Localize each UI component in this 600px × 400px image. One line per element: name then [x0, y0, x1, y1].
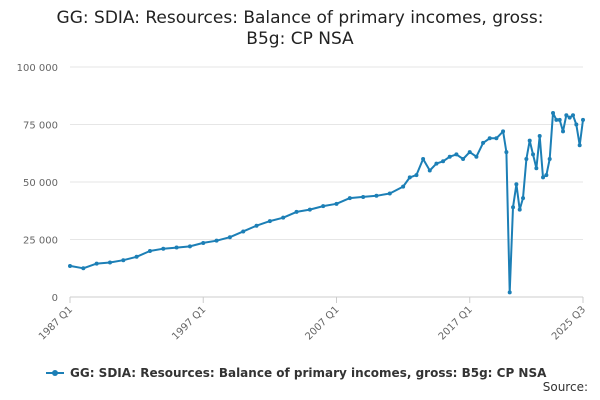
data-point[interactable] — [551, 111, 556, 115]
data-point[interactable] — [361, 194, 366, 199]
y-tick-label: 0 — [52, 293, 58, 304]
data-point[interactable] — [187, 244, 192, 249]
data-point[interactable] — [401, 184, 406, 189]
data-point[interactable] — [254, 223, 259, 228]
data-point[interactable] — [294, 209, 299, 214]
data-point[interactable] — [581, 117, 585, 122]
data-point[interactable] — [561, 129, 566, 134]
data-point[interactable] — [537, 134, 542, 138]
data-point[interactable] — [527, 138, 532, 143]
data-point[interactable] — [81, 266, 86, 271]
data-point[interactable] — [517, 207, 522, 212]
y-tick-label: 75 000 — [23, 121, 58, 132]
data-point[interactable] — [514, 182, 519, 187]
x-tick-label: 2007 Q1 — [304, 304, 342, 342]
data-point[interactable] — [467, 150, 472, 155]
data-point[interactable] — [531, 152, 536, 157]
data-point[interactable] — [564, 113, 569, 118]
source-label: Source: — [542, 380, 588, 394]
data-point[interactable] — [214, 238, 219, 243]
data-point[interactable] — [427, 168, 432, 173]
data-point[interactable] — [107, 260, 112, 265]
data-point[interactable] — [267, 219, 272, 224]
series-group — [68, 111, 585, 295]
data-point[interactable] — [434, 161, 439, 166]
data-point[interactable] — [414, 173, 419, 178]
data-point[interactable] — [474, 154, 479, 159]
data-point[interactable] — [421, 157, 426, 161]
data-point[interactable] — [547, 157, 552, 161]
data-point[interactable] — [441, 159, 446, 164]
data-point[interactable] — [174, 245, 179, 250]
data-point[interactable] — [541, 175, 546, 180]
data-point[interactable] — [481, 140, 486, 145]
x-tick-label: 1987 Q1 — [37, 304, 75, 342]
x-tick-label: 2025 Q3 — [550, 304, 588, 342]
data-point[interactable] — [557, 117, 562, 122]
data-point[interactable] — [577, 143, 582, 148]
y-axis-ticks: 0 25 000 50 000 75 000 100 000 — [17, 63, 58, 304]
data-point[interactable] — [374, 193, 379, 198]
data-point[interactable] — [121, 258, 126, 263]
data-point[interactable] — [571, 113, 576, 118]
data-point[interactable] — [461, 157, 466, 161]
data-point[interactable] — [454, 152, 459, 157]
x-tick-label: 2017 Q1 — [437, 304, 475, 342]
data-point[interactable] — [134, 254, 139, 259]
data-point[interactable] — [334, 201, 339, 206]
gridlines — [70, 66, 583, 298]
data-point[interactable] — [494, 136, 499, 141]
data-point[interactable] — [321, 204, 326, 209]
data-point[interactable] — [307, 207, 312, 212]
data-point[interactable] — [534, 166, 539, 171]
data-point[interactable] — [524, 157, 529, 161]
data-point[interactable] — [347, 196, 352, 201]
data-point[interactable] — [201, 240, 206, 245]
data-point[interactable] — [147, 249, 152, 253]
data-point[interactable] — [94, 261, 99, 266]
data-point[interactable] — [554, 117, 559, 122]
data-point[interactable] — [487, 136, 492, 141]
data-point[interactable] — [501, 129, 506, 134]
chart-title-line-2: B5g: CP NSA — [246, 29, 354, 49]
data-point[interactable] — [574, 122, 579, 127]
chart-title: GG: SDIA: Resources: Balance of primary … — [0, 8, 600, 50]
data-point[interactable] — [567, 115, 572, 120]
series-line — [69, 112, 584, 294]
chart-title-line-1: GG: SDIA: Resources: Balance of primary … — [56, 8, 544, 28]
data-point[interactable] — [161, 246, 166, 251]
data-point[interactable] — [387, 191, 392, 196]
data-point[interactable] — [281, 215, 286, 220]
legend-label: GG: SDIA: Resources: Balance of primary … — [70, 366, 547, 380]
data-point[interactable] — [511, 205, 516, 210]
legend[interactable]: GG: SDIA: Resources: Balance of primary … — [46, 366, 547, 380]
y-tick-label: 25 000 — [23, 236, 58, 247]
data-point[interactable] — [447, 154, 452, 159]
data-point[interactable] — [227, 235, 232, 240]
y-tick-label: 50 000 — [23, 178, 58, 189]
data-point[interactable] — [241, 229, 246, 234]
data-point[interactable] — [521, 196, 526, 201]
data-point[interactable] — [407, 175, 412, 180]
data-point[interactable] — [68, 263, 72, 268]
x-axis: 1987 Q1 1997 Q1 2007 Q1 2017 Q1 2025 Q3 — [37, 296, 588, 342]
y-tick-label: 100 000 — [17, 63, 58, 74]
data-point[interactable] — [507, 290, 512, 295]
x-tick-label: 1997 Q1 — [170, 304, 208, 342]
legend-marker-icon — [52, 370, 58, 376]
data-point[interactable] — [544, 173, 549, 178]
data-point[interactable] — [504, 150, 509, 155]
